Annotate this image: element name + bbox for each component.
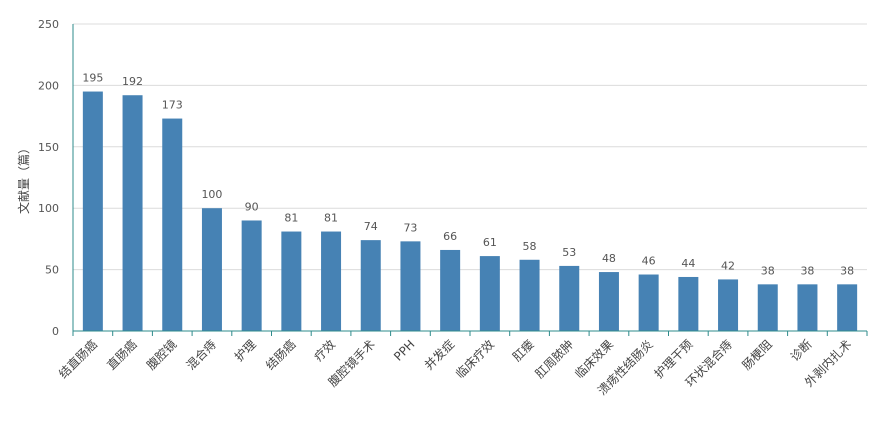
bar — [479, 256, 500, 331]
bar — [598, 272, 619, 331]
data-label: 46 — [642, 255, 656, 268]
bar — [400, 241, 421, 331]
data-label: 74 — [364, 220, 378, 233]
data-label: 66 — [443, 230, 457, 243]
y-tick-label: 200 — [38, 79, 59, 92]
gridlines — [73, 23, 867, 271]
bar — [559, 265, 580, 331]
y-tick-label: 150 — [38, 141, 59, 154]
data-label: 61 — [483, 236, 497, 249]
category-label: 肛周脓肿 — [532, 337, 577, 382]
data-label: 81 — [324, 212, 338, 225]
bar — [201, 208, 222, 331]
category-label: 肠梗阻 — [739, 337, 775, 373]
category-label: 并发症 — [421, 337, 457, 373]
bar — [718, 279, 739, 331]
bar — [122, 95, 143, 331]
y-tick-label: 250 — [38, 18, 59, 31]
data-label: 173 — [162, 99, 183, 112]
data-label: 53 — [562, 246, 576, 259]
data-label: 42 — [721, 259, 735, 272]
category-label: 疗效 — [311, 337, 339, 365]
data-label: 195 — [82, 72, 103, 85]
bar — [638, 274, 659, 331]
data-label: 44 — [681, 257, 695, 270]
bar — [797, 284, 818, 331]
data-label: 81 — [284, 212, 298, 225]
bars — [82, 91, 858, 331]
data-label: 38 — [840, 264, 854, 277]
category-label: 肛瘘 — [510, 337, 537, 364]
data-label: 48 — [602, 252, 616, 265]
y-tick-label: 50 — [45, 264, 59, 277]
axes — [72, 24, 868, 336]
y-tick-label: 100 — [38, 202, 59, 215]
bar — [837, 284, 858, 331]
bar — [162, 118, 183, 331]
category-label: PPH — [391, 337, 418, 364]
bar — [678, 276, 699, 331]
bar — [360, 240, 381, 331]
y-axis-title: 文献量（篇） — [16, 142, 31, 214]
data-label: 38 — [800, 264, 814, 277]
data-label: 90 — [245, 200, 259, 213]
bar — [321, 231, 342, 331]
category-label: 临床疗效 — [452, 337, 497, 382]
category-label: 结肠癌 — [262, 337, 298, 373]
category-label: 诊断 — [787, 337, 815, 365]
data-label: 73 — [403, 221, 417, 234]
data-label: 58 — [523, 240, 537, 253]
bar — [757, 284, 778, 331]
bar — [82, 91, 103, 331]
y-tick-label: 0 — [52, 325, 59, 338]
category-label: 直肠癌 — [104, 337, 140, 373]
category-label: 腹腔镜 — [143, 337, 179, 373]
data-label: 192 — [122, 75, 143, 88]
category-label: 结直肠癌 — [55, 337, 100, 382]
data-label: 100 — [201, 188, 222, 201]
category-label: 混合痔 — [183, 337, 219, 373]
bar — [241, 220, 262, 331]
category-label: 护理 — [232, 337, 259, 364]
data-label: 38 — [761, 264, 775, 277]
bar — [519, 259, 540, 331]
bar — [440, 249, 461, 331]
bar — [281, 231, 302, 331]
